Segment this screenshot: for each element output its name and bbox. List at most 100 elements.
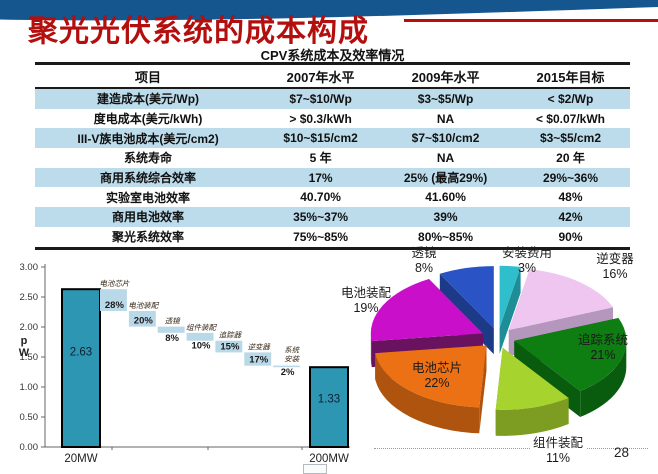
table-cell: 35%~37%	[293, 209, 349, 224]
table-caption: CPV系统成本及效率情况	[260, 48, 405, 63]
pie-slice-label: 组件装配 11%	[529, 436, 587, 467]
pie-slice-percent: 8%	[414, 261, 434, 276]
title-accent-rule	[404, 19, 658, 22]
table-cell: $10~$15/cm2	[283, 131, 358, 146]
table-cell: III-V族电池成本(美元/cm2)	[77, 131, 219, 146]
table-row: 建造成本(美元/Wp) $7~$10/Wp $3~$5/Wp < $2/Wp	[35, 88, 630, 109]
svg-text:0.50: 0.50	[20, 412, 39, 423]
table-cell: 5 年	[309, 151, 332, 166]
pie-slice-percent: 3%	[517, 261, 537, 276]
table-row: III-V族电池成本(美元/cm2) $10~$15/cm2 $7~$10/cm2 $…	[35, 128, 630, 149]
waterfall-cost-chart: 0.00 0.50 1.00 1.50 2.00 2.50 3.00 p W 2.63 20MW 电池…	[19, 262, 350, 465]
svg-text:20MW: 20MW	[64, 453, 97, 465]
svg-text:2.63: 2.63	[70, 347, 92, 359]
table-header-cell: 2009年水平	[380, 63, 511, 89]
table-cell: 商用电池效率	[112, 210, 185, 225]
svg-text:组件装配: 组件装配	[186, 323, 217, 332]
pie-slice-name: 安装费用	[501, 246, 553, 260]
table-cell: 40.70%	[300, 190, 341, 205]
table-row: 度电成本(美元/kWh) > $0.3/kWh NA < $0.07/kWh	[35, 109, 630, 129]
slide-title: 聚光光伏系统的成本构成	[28, 15, 369, 48]
svg-text:pW: pW	[19, 335, 30, 359]
svg-text:15%: 15%	[220, 341, 240, 352]
pie-slice-label: 追踪系统 21%	[578, 333, 628, 364]
table-row: 商用电池效率 35%~37% 39% 42%	[35, 207, 630, 227]
svg-text:3.00: 3.00	[20, 262, 39, 273]
table-cell: $3~$5/cm2	[539, 131, 602, 146]
table-row: 系统寿命 5 年 NA 20 年	[35, 148, 630, 168]
svg-text:17%: 17%	[249, 355, 269, 366]
pie-slice-name: 透镜	[411, 246, 437, 260]
svg-text:2.00: 2.00	[20, 322, 39, 333]
table-cell: 48%	[558, 190, 583, 205]
table-cell: 建造成本(美元/Wp)	[97, 92, 200, 107]
waterfall-step: 逆变器 17%	[244, 342, 271, 366]
table-cell: 42%	[558, 209, 583, 224]
pie-slice-label: 电池芯片 22%	[412, 361, 462, 392]
table-cell: > $0.3/kWh	[289, 111, 352, 126]
table-cell: NA	[436, 150, 455, 165]
svg-text:2.50: 2.50	[20, 292, 39, 303]
waterfall-end-bar: 1.33 200MW	[309, 366, 349, 465]
pie-slice-label: 安装费用 3%	[502, 246, 552, 277]
pie-slice-name: 电池芯片	[411, 361, 463, 375]
table-cell: 实验室电池效率	[106, 190, 191, 205]
svg-text:透镜: 透镜	[165, 317, 181, 326]
waterfall-start-bar: 2.63 20MW	[61, 288, 101, 465]
waterfall-step: 系统安装 2%	[273, 346, 301, 378]
table-header-cell: 项目	[35, 63, 262, 89]
waterfall-step: 组件装配 10%	[186, 323, 217, 352]
table-row: 聚光系统效率 75%~85% 80%~85% 90%	[35, 227, 630, 248]
table-cell: NA	[436, 111, 455, 126]
pie-label-leader-line	[374, 448, 648, 449]
waterfall-step: 电池装配 20%	[128, 301, 160, 327]
pie-slice-label: 逆变器 16%	[596, 252, 634, 283]
table-cell: 20 年	[556, 151, 585, 166]
table-cell: 80%~85%	[418, 229, 474, 244]
table-header-row: 项目 2007年水平 2009年水平 2015年目标	[35, 63, 630, 89]
svg-text:1.33: 1.33	[318, 393, 340, 405]
table-cell: < $2/Wp	[547, 91, 594, 106]
pie-slice-name: 组件装配	[532, 436, 584, 450]
table-cell: $7~$10/Wp	[289, 91, 352, 106]
svg-text:2%: 2%	[281, 367, 295, 378]
svg-text:逆变器: 逆变器	[247, 342, 271, 351]
top-banner-swoosh	[0, 0, 658, 21]
svg-text:系统安装: 系统安装	[284, 346, 300, 364]
svg-text:8%: 8%	[165, 333, 179, 344]
svg-text:电池装配: 电池装配	[128, 301, 159, 310]
table-cell: 39%	[433, 209, 458, 224]
pie-slice-percent: 16%	[602, 267, 628, 282]
svg-text:10%: 10%	[191, 341, 211, 352]
table-cell: 25% (最高29%)	[403, 171, 488, 186]
waterfall-step: 透镜 8%	[157, 317, 185, 344]
pie-slice-label: 透镜 8%	[411, 246, 436, 277]
table-cell: 商用系统综合效率	[100, 171, 197, 186]
table-cell: < $0.07/kWh	[535, 111, 606, 126]
pie-slice-percent: 22%	[424, 376, 450, 391]
svg-text:200MW: 200MW	[309, 453, 349, 465]
svg-text:1.00: 1.00	[20, 382, 39, 393]
table-cell: 41.60%	[425, 190, 466, 205]
svg-text:20%: 20%	[134, 316, 154, 327]
text-placeholder-box	[303, 464, 327, 474]
pie-slice-name: 逆变器	[596, 252, 634, 266]
table-cell: $7~$10/cm2	[411, 131, 480, 146]
pie-slice-label: 电池装配 19%	[341, 286, 391, 317]
table-cell: 75%~85%	[293, 229, 349, 244]
pie-slice	[375, 345, 487, 434]
table-cell: 17%	[308, 170, 333, 185]
cpv-cost-table: 项目 2007年水平 2009年水平 2015年目标 建造成本(美元/Wp) $7~$1…	[35, 62, 630, 250]
waterfall-step: 电池芯片 28%	[99, 279, 130, 311]
table-row: 实验室电池效率 40.70% 41.60% 48%	[35, 187, 630, 207]
pie-slice-percent: 21%	[590, 348, 616, 363]
table-cell: 度电成本(美元/kWh)	[93, 112, 203, 127]
svg-text:1.50: 1.50	[20, 352, 39, 363]
table-cell: $3~$5/Wp	[417, 91, 474, 106]
pie-slice-name: 追踪系统	[577, 333, 629, 347]
svg-text:电池芯片: 电池芯片	[99, 279, 129, 288]
svg-text:0.00: 0.00	[20, 442, 39, 453]
pie-slice-percent: 11%	[545, 451, 571, 466]
cost-breakdown-pie-chart	[370, 265, 627, 436]
